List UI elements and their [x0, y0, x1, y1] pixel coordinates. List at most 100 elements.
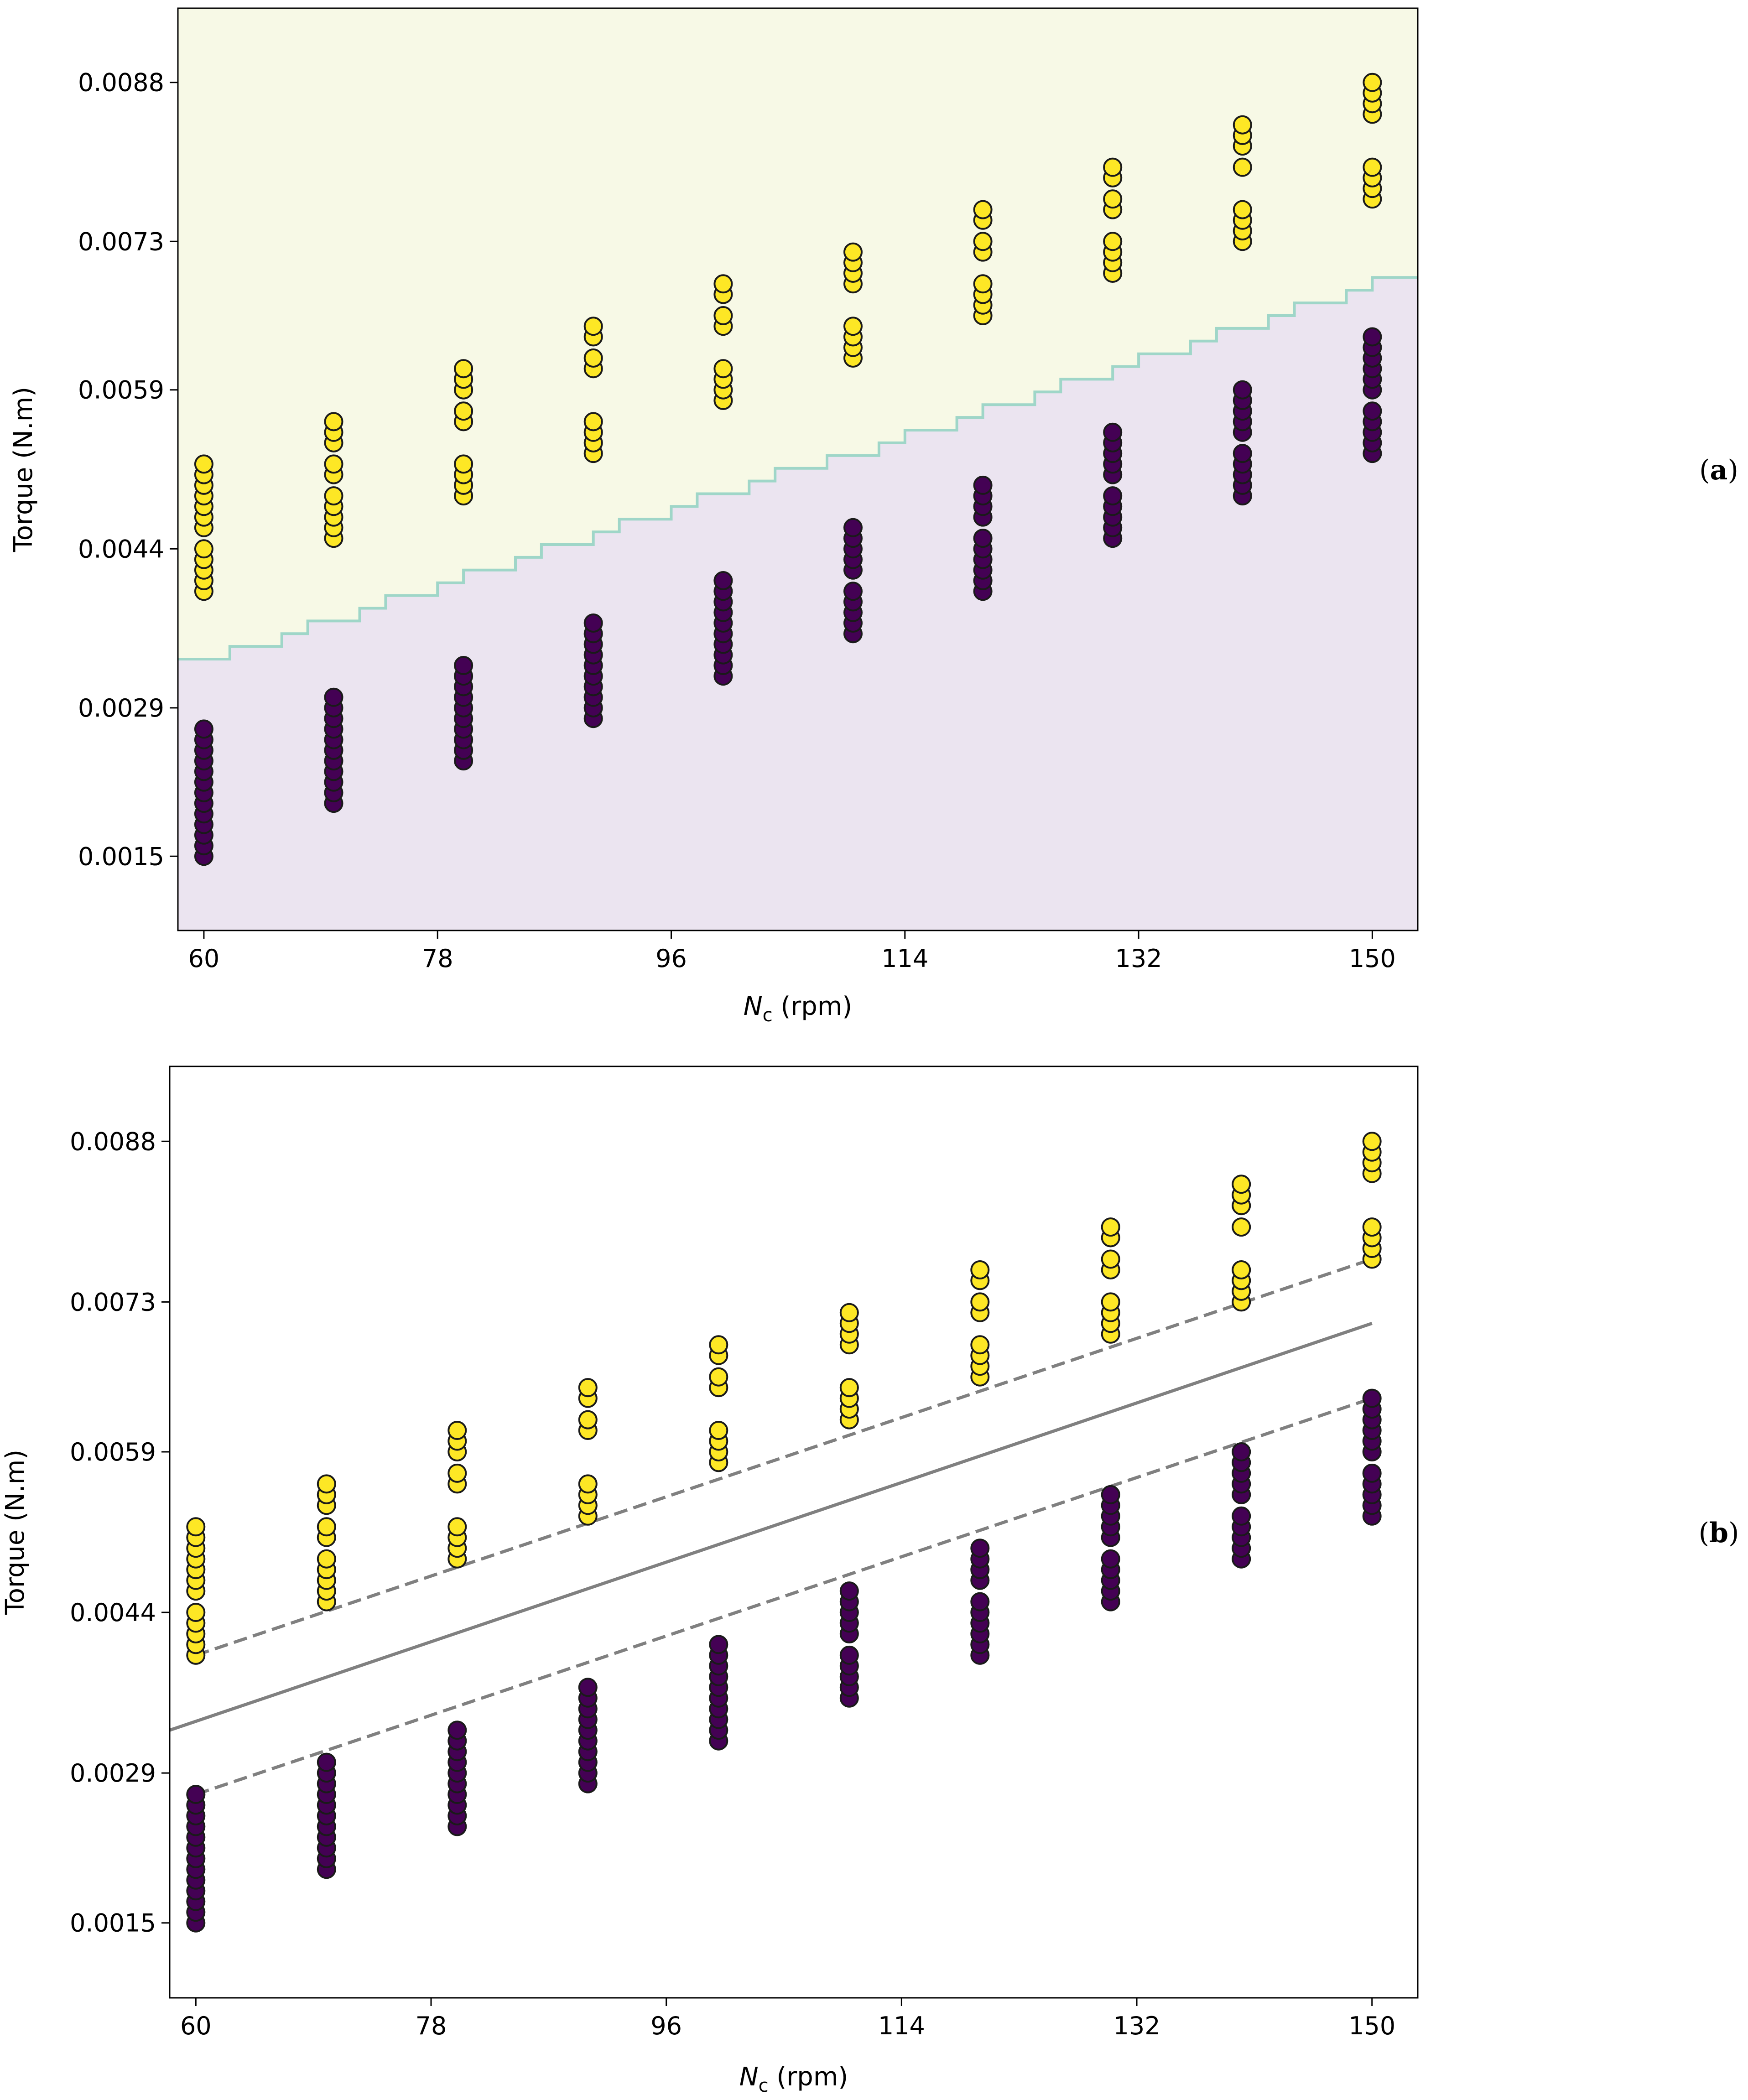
scatter-points — [194, 73, 1382, 866]
data-point-class0 — [973, 529, 993, 548]
panel-a: 60 78 96 114 132 150 0.0015 0.0029 0.0044 0.0059… — [9, 7, 1738, 1026]
data-point-class0 — [1363, 327, 1382, 347]
data-point-class1 — [713, 274, 733, 294]
x-tick-label: 132 — [1113, 2012, 1160, 2040]
data-point-class1 — [317, 1549, 336, 1569]
data-point-class1 — [194, 454, 213, 474]
x-tick-label: 114 — [881, 944, 928, 973]
data-point-class1 — [973, 200, 993, 219]
decision-regions — [178, 8, 1418, 930]
x-tick-label: 60 — [180, 2012, 212, 2040]
data-point-class1 — [839, 1303, 859, 1322]
data-point-class1 — [1362, 1217, 1382, 1237]
data-point-class0 — [194, 719, 213, 739]
data-point-class1 — [1101, 1217, 1120, 1237]
plot-frame — [169, 1066, 1419, 1999]
panel-label-a: (a) — [1699, 454, 1738, 486]
data-point-class1 — [1232, 1260, 1251, 1279]
y-tick-label: 0.0044 — [78, 535, 164, 563]
data-point-class1 — [1103, 232, 1123, 251]
data-point-class1 — [1232, 1217, 1251, 1237]
x-tick-label: 78 — [416, 2012, 447, 2040]
data-point-class0 — [1101, 1485, 1120, 1504]
y-tick-label: 0.0044 — [70, 1598, 156, 1627]
y-tick-label: 0.0029 — [78, 694, 164, 723]
data-point-class0 — [713, 571, 733, 590]
x-axis-ticks: 60 78 96 114 132 150 — [188, 930, 1396, 973]
y-tick-label: 0.0059 — [78, 376, 164, 405]
data-point-class1 — [1233, 200, 1252, 219]
x-axis-label: Nc (rpm) — [744, 992, 853, 1026]
y-tick-label: 0.0073 — [70, 1288, 156, 1316]
data-point-class0 — [709, 1635, 728, 1654]
data-point-class0 — [1101, 1549, 1120, 1569]
x-tick-label: 78 — [422, 944, 453, 973]
data-point-class1 — [317, 1517, 336, 1537]
panel-b: 60 78 96 114 132 150 0.0015 0.0029 0.0044 0.0059… — [0, 1066, 1739, 2096]
data-point-class1 — [186, 1517, 206, 1537]
decision-boundary — [178, 276, 1418, 660]
data-point-class0 — [1362, 1463, 1382, 1483]
data-point-class1 — [709, 1335, 728, 1355]
data-point-class0 — [1232, 1506, 1251, 1526]
data-point-class1 — [317, 1474, 336, 1494]
data-point-class1 — [970, 1292, 990, 1312]
x-axis-ticks: 60 78 96 114 132 150 — [180, 1998, 1395, 2040]
y-tick-label: 0.0059 — [70, 1438, 156, 1466]
data-point-class0 — [324, 687, 343, 707]
margin-upper — [195, 1258, 1373, 1657]
data-point-class1 — [454, 454, 473, 474]
x-tick-label: 60 — [188, 944, 220, 973]
x-tick-label: 132 — [1115, 944, 1162, 973]
data-point-class0 — [454, 656, 473, 675]
data-point-class1 — [973, 232, 993, 251]
data-point-class1 — [324, 454, 343, 474]
scatter-points — [186, 1132, 1382, 1933]
data-point-class1 — [583, 317, 603, 336]
data-point-class1 — [454, 359, 473, 379]
data-point-class1 — [1101, 1292, 1120, 1312]
data-point-class1 — [713, 359, 733, 379]
data-point-class1 — [843, 242, 863, 262]
data-point-class1 — [1232, 1175, 1251, 1194]
data-point-class1 — [839, 1378, 859, 1398]
data-point-class0 — [1233, 380, 1252, 400]
data-point-class0 — [1232, 1442, 1251, 1461]
data-point-class1 — [1103, 157, 1123, 177]
y-axis-label: Torque (N.m) — [0, 1450, 30, 1615]
data-point-class0 — [578, 1678, 598, 1697]
data-point-class1 — [454, 401, 473, 421]
data-point-class1 — [1233, 115, 1252, 135]
plot-frame — [177, 7, 1419, 931]
plot-background — [170, 1066, 1418, 1998]
data-point-class0 — [447, 1721, 467, 1740]
data-point-class0 — [843, 518, 863, 537]
data-point-class1 — [583, 348, 603, 368]
data-point-class1 — [970, 1335, 990, 1355]
data-point-class1 — [1363, 73, 1382, 92]
data-point-class1 — [578, 1474, 598, 1494]
x-tick-label: 150 — [1349, 944, 1396, 973]
data-point-class1 — [713, 306, 733, 325]
data-point-class0 — [1233, 444, 1252, 463]
data-point-class0 — [843, 582, 863, 601]
data-point-class1 — [194, 539, 213, 559]
decision-boundary — [169, 1321, 1373, 1732]
y-axis-label: Torque (N.m) — [9, 387, 38, 552]
data-point-class1 — [324, 412, 343, 431]
x-axis-label: Nc (rpm) — [739, 2062, 848, 2096]
data-point-class1 — [447, 1421, 467, 1440]
x-tick-label: 96 — [656, 944, 687, 973]
y-axis-ticks: 0.0015 0.0029 0.0044 0.0059 0.0073 0.0088 — [78, 68, 178, 871]
data-point-class1 — [583, 412, 603, 431]
data-point-class1 — [709, 1367, 728, 1387]
margin-lower — [195, 1397, 1373, 1796]
y-tick-label: 0.0015 — [78, 842, 164, 871]
svm-lines — [169, 1258, 1373, 1796]
data-point-class0 — [839, 1645, 859, 1665]
data-point-class1 — [186, 1603, 206, 1622]
data-point-class0 — [317, 1752, 336, 1772]
data-point-class0 — [1103, 486, 1123, 506]
y-tick-label: 0.0088 — [78, 68, 164, 97]
